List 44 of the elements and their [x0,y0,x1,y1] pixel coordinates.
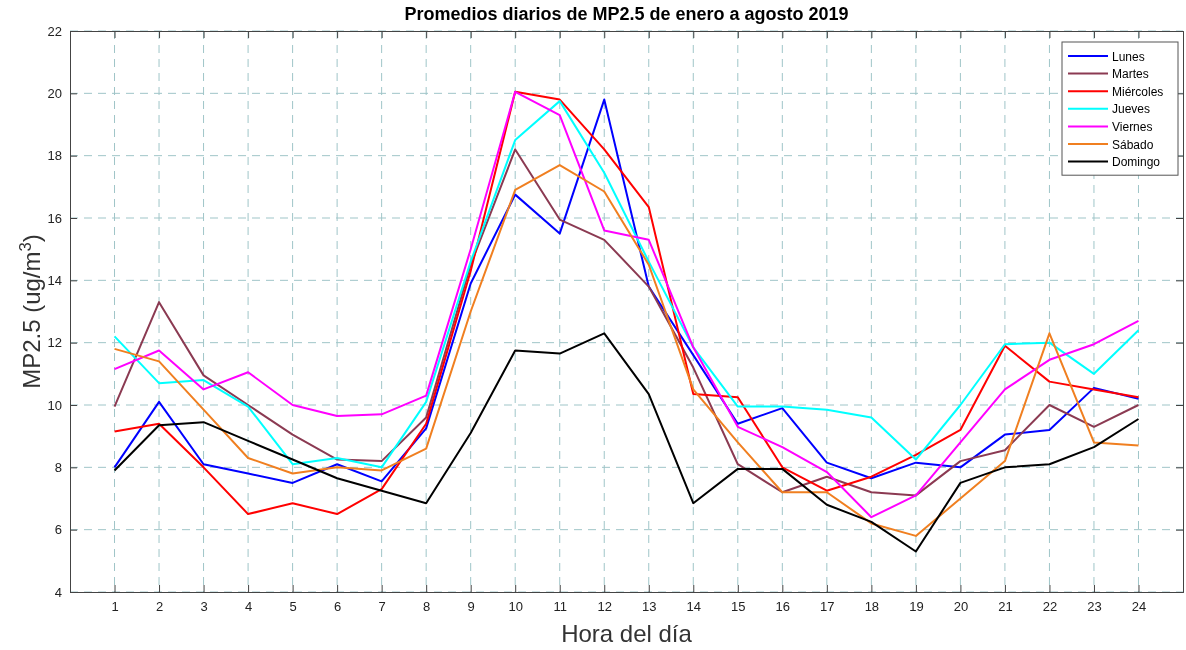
x-tick-label: 16 [775,599,791,615]
legend-label: Lunes [1112,49,1145,64]
x-tick-label: 9 [467,599,475,615]
x-tick-label: 8 [423,599,431,615]
x-tick-label: 1 [111,599,119,615]
x-tick-label: 17 [820,599,835,615]
x-tick-label: 18 [864,599,880,615]
y-tick-label: 12 [47,335,62,351]
x-tick-label: 2 [155,599,164,615]
x-tick-label: 20 [953,599,969,615]
line-series [113,332,1140,553]
y-tick-label: 16 [47,210,62,226]
x-tick-label: 11 [553,599,567,615]
y-tick-label: 8 [54,459,62,475]
chart-title: Promedios diarios de MP2.5 de enero a agosto 2019 [404,4,849,24]
y-tick-label: 22 [47,23,62,39]
legend-label: Miércoles [1112,84,1164,99]
x-tick-label: 19 [909,599,924,615]
x-tick-label: 13 [642,599,657,615]
x-tick-label: 10 [508,599,523,615]
x-tick-label: 6 [334,599,342,615]
y-tick-label: 6 [54,522,62,538]
x-tick-label: 24 [1131,599,1147,615]
y-tick-label: 4 [54,584,62,600]
legend-label: Jueves [1112,102,1151,117]
x-tick-label: 15 [731,599,746,615]
x-tick-label: 23 [1087,599,1102,615]
legend-label: Martes [1112,67,1149,82]
y-tick-label: 18 [47,148,62,164]
legend-label: Viernes [1112,119,1153,134]
legend-label: Domingo [1112,155,1161,170]
x-tick-label: 3 [200,599,208,615]
legend-label: Sábado [1112,137,1154,152]
x-tick-label: 14 [686,599,702,615]
x-axis-title: Hora del día [561,620,693,647]
x-tick-label: 22 [1042,599,1058,615]
x-tick-label: 7 [378,599,386,615]
y-tick-label: 14 [47,272,62,288]
x-tick-label: 21 [998,599,1013,615]
x-tick-label: 5 [289,599,297,615]
y-tick-label: 10 [47,397,62,413]
x-tick-label: 12 [597,599,612,615]
x-tick-label: 4 [244,599,253,615]
y-tick-label: 20 [47,85,62,101]
